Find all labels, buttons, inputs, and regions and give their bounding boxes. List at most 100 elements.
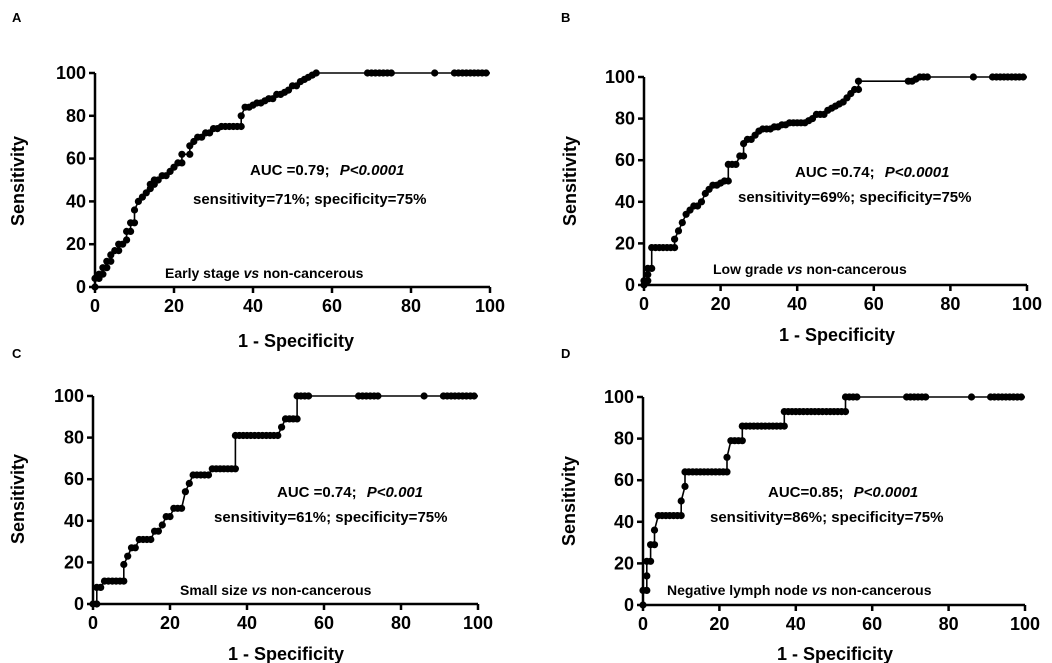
panel-b-stats-annotation: sensitivity=69%; specificity=75% bbox=[738, 189, 971, 206]
panel-b-y-tick-label: 0 bbox=[625, 275, 635, 295]
panel-a-x-tick-label: 20 bbox=[164, 296, 184, 316]
panel-c-roc-point bbox=[154, 527, 162, 535]
panel-a-x-tick-label: 100 bbox=[475, 296, 505, 316]
panel-c-x-tick-label: 60 bbox=[314, 613, 334, 633]
panel-b-roc-point bbox=[674, 227, 683, 235]
panel-b-label: B bbox=[561, 10, 570, 25]
panel-c-auc-annotation: AUC =0.74; P<0.001 bbox=[277, 484, 423, 501]
panel-a-y-tick-label: 80 bbox=[66, 106, 86, 126]
panel-b-auc-annotation: AUC =0.74; P<0.0001 bbox=[795, 164, 949, 181]
panel-b: B 0 20 40 60 80 100 0 20 40 60 80 100 AUC =0.74; P<… bbox=[560, 10, 1042, 345]
panel-a-roc-point bbox=[237, 122, 245, 131]
panel-c-roc-point bbox=[166, 513, 174, 521]
panel-c-roc-point bbox=[305, 392, 313, 400]
panel-d-roc-point bbox=[967, 393, 976, 401]
panel-c-x-tick-label: 40 bbox=[237, 613, 257, 633]
panel-b-roc-point bbox=[644, 277, 652, 285]
panel-a-x-tick-label: 60 bbox=[322, 296, 342, 316]
panel-c-comparison-label: Small size vs non-cancerous bbox=[180, 582, 372, 598]
panel-b-x-tick-label: 40 bbox=[787, 294, 807, 314]
panel-d-x-tick-label: 40 bbox=[786, 614, 806, 634]
panel-c-roc-point bbox=[147, 535, 155, 544]
panel-a-roc-point bbox=[482, 69, 490, 77]
panel-a-xlabel: 1 - Specificity bbox=[238, 331, 354, 351]
panel-b-roc-point bbox=[969, 73, 978, 81]
panel-a-y-tick-label: 60 bbox=[66, 149, 86, 169]
panel-d-stats-annotation: sensitivity=86%; specificity=75% bbox=[710, 509, 943, 526]
panel-c-roc-point bbox=[178, 504, 186, 512]
panel-d-roc-point bbox=[922, 393, 930, 401]
panel-b-comparison-label: Low grade vs non-cancerous bbox=[713, 261, 907, 277]
panel-d-y-tick-label: 40 bbox=[614, 512, 634, 532]
panel-b-roc-point bbox=[671, 235, 679, 243]
panel-c-x-tick-label: 80 bbox=[391, 613, 411, 633]
panel-b-y-tick-label: 40 bbox=[615, 192, 635, 212]
panel-b-plot-area: 0 20 40 60 80 100 0 20 40 60 80 100 bbox=[605, 67, 1042, 314]
panel-d-roc-point bbox=[681, 482, 689, 490]
panel-b-roc-point bbox=[854, 85, 863, 94]
panel-b-y-tick-label: 20 bbox=[615, 233, 635, 253]
panel-a-label: A bbox=[12, 10, 22, 25]
panel-c-comparison-vs: vs bbox=[252, 582, 268, 598]
panel-a-auc-text: AUC =0.79; bbox=[250, 162, 330, 179]
panel-c-y-tick-label: 60 bbox=[64, 469, 84, 489]
panel-d-comparison-suffix: non-cancerous bbox=[831, 582, 932, 598]
panel-d-roc-point bbox=[738, 437, 746, 445]
panel-b-x-tick-label: 60 bbox=[864, 294, 884, 314]
panel-c-roc-point bbox=[293, 415, 301, 423]
panel-c-roc-point bbox=[120, 560, 128, 569]
panel-c-roc-point bbox=[231, 465, 239, 473]
panel-d-x-tick-label: 0 bbox=[638, 614, 648, 634]
panel-b-y-tick-label: 80 bbox=[615, 109, 635, 129]
panel-d-y-tick-label: 100 bbox=[604, 387, 634, 407]
panel-c-y-tick-label: 100 bbox=[54, 386, 84, 406]
panel-a-x-tick-label: 40 bbox=[243, 296, 263, 316]
panel-d-x-tick-label: 60 bbox=[862, 614, 882, 634]
panel-b-roc-point bbox=[1019, 73, 1027, 81]
panel-d-roc-point bbox=[723, 453, 731, 461]
panel-c-y-tick-label: 0 bbox=[74, 594, 84, 614]
panel-b-x-tick-label: 100 bbox=[1012, 294, 1042, 314]
panel-c-x-tick-label: 20 bbox=[160, 613, 180, 633]
panel-c-roc-point bbox=[374, 392, 382, 400]
panel-a-roc-point bbox=[103, 264, 111, 272]
panel-d-y-tick-label: 0 bbox=[624, 595, 634, 615]
panel-b-comparison-suffix: non-cancerous bbox=[806, 261, 907, 277]
panel-d-roc-point bbox=[677, 511, 685, 520]
panel-d-roc-point bbox=[643, 586, 651, 595]
panel-b-x-tick-label: 80 bbox=[940, 294, 960, 314]
panel-a-x-tick-label: 80 bbox=[401, 296, 421, 316]
panel-d-roc-point bbox=[639, 601, 647, 609]
panel-d-y-tick-label: 20 bbox=[614, 553, 634, 573]
panel-a-roc-point bbox=[127, 227, 135, 235]
panel-a-p-value: P<0.0001 bbox=[340, 162, 405, 179]
panel-c-label: C bbox=[12, 346, 22, 361]
panel-b-roc-point bbox=[732, 160, 740, 168]
panel-b-comparison-vs: vs bbox=[787, 261, 803, 277]
panel-a-roc-point bbox=[130, 219, 139, 227]
panel-b-p-value: P<0.0001 bbox=[885, 164, 950, 181]
panel-a-roc-point bbox=[123, 236, 131, 244]
panel-a-x-tick-label: 0 bbox=[90, 296, 100, 316]
panel-c-roc-point bbox=[470, 392, 478, 400]
panel-d-p-value: P<0.0001 bbox=[854, 484, 919, 501]
panel-a-comparison-vs: vs bbox=[244, 265, 260, 281]
panel-b-roc-point bbox=[697, 198, 706, 206]
panel-a-roc-point bbox=[186, 150, 194, 158]
panel-d-roc-point bbox=[841, 408, 850, 416]
panel-c-comparison-suffix: non-cancerous bbox=[271, 582, 372, 598]
panel-a-roc-point bbox=[99, 270, 107, 278]
panel-d-plot-area: 0 20 40 60 80 100 0 20 40 60 80 100 bbox=[604, 387, 1040, 634]
panel-a-roc-point bbox=[91, 283, 99, 291]
panel-c: C 0 20 40 60 80 100 0 20 40 60 80 100 AUC =0.74; P<… bbox=[8, 346, 493, 663]
panel-d-roc-point bbox=[853, 393, 861, 401]
panel-b-roc-point bbox=[923, 73, 932, 81]
panel-d-roc-point bbox=[643, 572, 651, 580]
panel-c-y-tick-label: 40 bbox=[64, 511, 84, 531]
panel-b-roc-point bbox=[854, 77, 863, 85]
panel-d-roc-line bbox=[642, 396, 1025, 605]
panel-c-ylabel: Sensitivity bbox=[8, 454, 28, 544]
panel-c-x-tick-label: 0 bbox=[88, 613, 98, 633]
panel-c-roc-point bbox=[131, 544, 139, 552]
